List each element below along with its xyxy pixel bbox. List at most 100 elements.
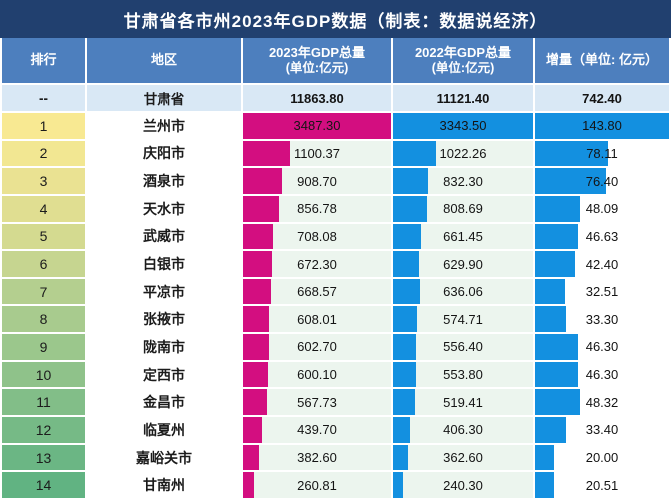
gdp2022-value: 832.30: [443, 173, 483, 189]
gdp2023-data-bar: [243, 251, 272, 277]
gdp2022-data-bar: [393, 334, 417, 360]
total-row-increase: 742.40: [535, 85, 669, 111]
increase-value: 46.30: [585, 339, 619, 355]
region-cell: 酒泉市: [87, 168, 241, 194]
gdp2023-cell: 908.70: [243, 168, 391, 194]
gdp2022-cell: 406.30: [393, 417, 533, 443]
gdp2023-cell: 260.81: [243, 472, 391, 498]
column-header-gdp2023-line1: 2023年GDP总量: [268, 44, 366, 60]
column-header-gdp2022-line2: (单位:亿元): [431, 60, 495, 75]
gdp2023-cell: 668.57: [243, 278, 391, 305]
gdp2022-data-bar: [393, 278, 420, 305]
gdp2023-cell: 856.78: [243, 195, 391, 222]
gdp2023-cell: 382.60: [243, 444, 391, 471]
column-header-gdp2023-line2: (单位:亿元): [285, 60, 349, 75]
rank-cell: 6: [2, 251, 85, 277]
rank-cell: 10: [2, 361, 85, 388]
increase-cell: 76.40: [535, 168, 669, 194]
increase-data-bar: [535, 278, 566, 305]
region-cell: 定西市: [87, 361, 241, 388]
increase-cell: 20.51: [535, 472, 669, 498]
increase-value: 46.63: [585, 228, 619, 244]
gdp2023-value: 608.01: [297, 311, 337, 327]
data-grid: 排行 地区 2023年GDP总量 (单位:亿元) 2022年GDP总量 (单位:…: [0, 38, 671, 500]
region-cell: 庆阳市: [87, 140, 241, 167]
gdp2022-data-bar: [393, 389, 415, 416]
gdp2023-value: 908.70: [297, 173, 337, 189]
increase-data-bar: [535, 195, 580, 222]
gdp2023-cell: 439.70: [243, 417, 391, 443]
gdp2022-cell: 556.40: [393, 334, 533, 360]
gdp2023-value: 708.08: [297, 228, 337, 244]
increase-data-bar: [535, 472, 555, 498]
total-gdp2023-value: 11863.80: [290, 90, 344, 106]
rank-cell: 5: [2, 223, 85, 250]
total-gdp2022-value: 11121.40: [436, 90, 490, 106]
rank-cell: 4: [2, 195, 85, 222]
gdp2022-data-bar: [393, 140, 436, 167]
gdp2022-data-bar: [393, 223, 421, 250]
gdp2023-cell: 608.01: [243, 306, 391, 333]
gdp2023-cell: 672.30: [243, 251, 391, 277]
increase-data-bar: [535, 389, 581, 416]
region-cell: 平凉市: [87, 278, 241, 305]
gdp2022-value: 3343.50: [439, 118, 487, 134]
increase-data-bar: [535, 223, 579, 250]
column-header-rank: 排行: [2, 38, 85, 83]
total-increase-value: 742.40: [582, 90, 622, 106]
gdp2022-data-bar: [393, 361, 417, 388]
column-header-rank-label: 排行: [30, 52, 57, 68]
gdp2023-value: 672.30: [297, 256, 337, 272]
gdp2023-data-bar: [243, 389, 268, 416]
rank-cell: 11: [2, 389, 85, 416]
gdp2022-value: 1022.26: [439, 145, 487, 161]
gdp2022-data-bar: [393, 113, 533, 139]
gdp2022-value: 574.71: [443, 311, 483, 327]
gdp2022-cell: 574.71: [393, 306, 533, 333]
gdp2022-value: 240.30: [443, 477, 483, 493]
gdp2022-data-bar: [393, 444, 409, 471]
gdp2022-cell: 636.06: [393, 278, 533, 305]
gdp2023-cell: 567.73: [243, 389, 391, 416]
gdp2022-value: 406.30: [443, 422, 483, 438]
gdp2022-cell: 553.80: [393, 361, 533, 388]
region-cell: 临夏州: [87, 417, 241, 443]
gdp2022-cell: 362.60: [393, 444, 533, 471]
gdp2022-cell: 808.69: [393, 195, 533, 222]
gdp2023-cell: 708.08: [243, 223, 391, 250]
increase-cell: 33.40: [535, 417, 669, 443]
gdp2023-value: 602.70: [297, 339, 337, 355]
region-cell: 陇南市: [87, 334, 241, 360]
gdp2022-value: 661.45: [443, 228, 483, 244]
gdp2022-cell: 661.45: [393, 223, 533, 250]
total-row-rank: --: [2, 85, 85, 111]
gdp2023-data-bar: [243, 113, 391, 139]
increase-data-bar: [535, 417, 567, 443]
increase-data-bar: [535, 334, 579, 360]
increase-value: 20.51: [585, 477, 619, 493]
rank-cell: 3: [2, 168, 85, 194]
region-cell: 嘉峪关市: [87, 444, 241, 471]
gdp2023-data-bar: [243, 334, 269, 360]
gdp2022-value: 556.40: [443, 339, 483, 355]
gdp2022-cell: 240.30: [393, 472, 533, 498]
gdp2022-value: 629.90: [443, 256, 483, 272]
gdp2022-value: 553.80: [443, 367, 483, 383]
increase-value: 143.80: [582, 118, 622, 134]
gdp2023-data-bar: [243, 278, 272, 305]
gdp2022-data-bar: [393, 417, 411, 443]
increase-value: 20.00: [585, 450, 619, 466]
gdp2022-data-bar: [393, 168, 428, 194]
gdp2023-cell: 3487.30: [243, 113, 391, 139]
column-header-gdp2023: 2023年GDP总量 (单位:亿元): [243, 38, 391, 83]
gdp2023-cell: 600.10: [243, 361, 391, 388]
increase-value: 48.09: [585, 201, 619, 217]
rank-cell: 9: [2, 334, 85, 360]
gdp2023-cell: 1100.37: [243, 140, 391, 167]
total-row-gdp2023: 11863.80: [243, 85, 391, 111]
column-header-region: 地区: [87, 38, 241, 83]
gdp2023-value: 3487.30: [293, 118, 341, 134]
increase-data-bar: [535, 444, 554, 471]
gdp2022-value: 362.60: [443, 450, 483, 466]
